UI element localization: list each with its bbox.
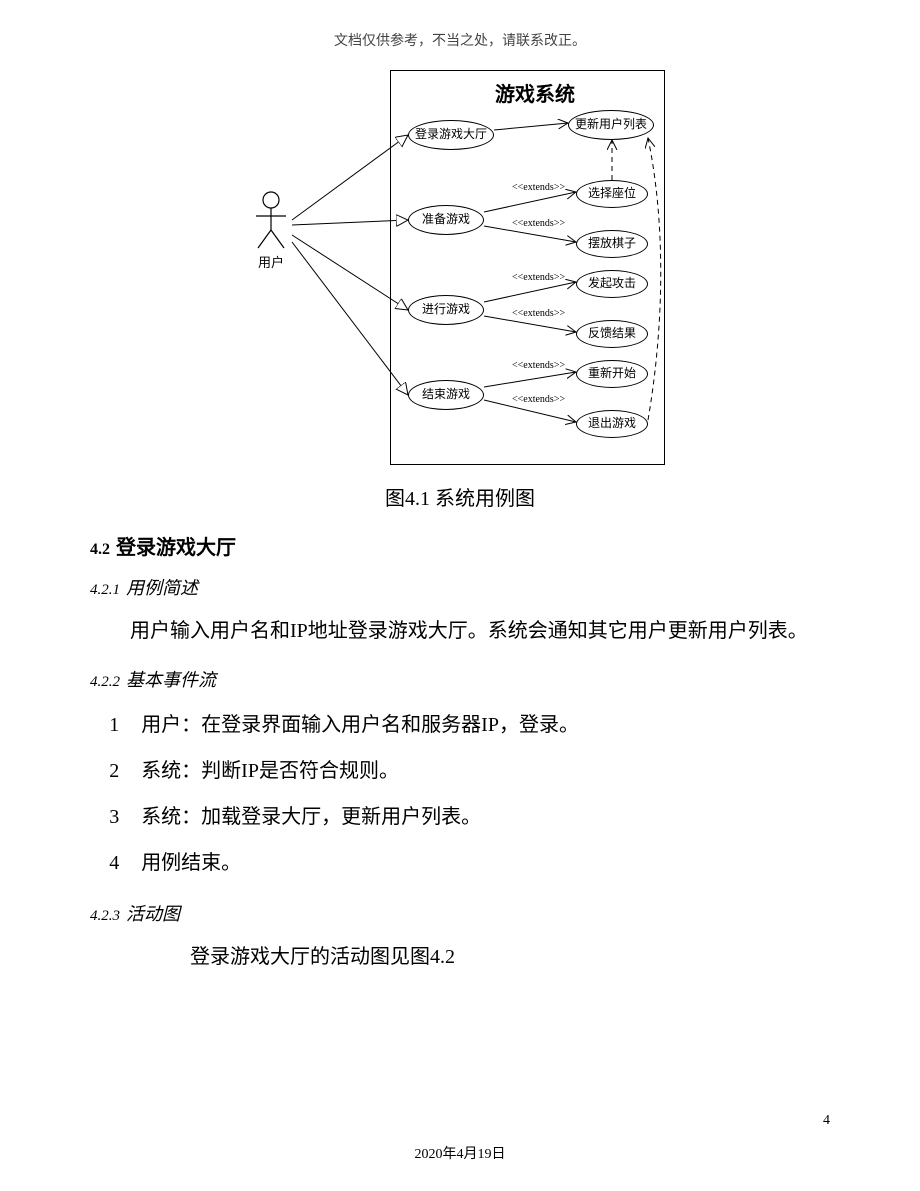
footer-date: 2020年4月19日 <box>0 1143 920 1163</box>
usecase-place_piece: 摆放棋子 <box>576 230 648 258</box>
heading-text: 活动图 <box>126 904 180 924</box>
event-flow-item: 系统：判断IP是否符合规则。 <box>141 748 830 794</box>
event-flow-item: 系统：加载登录大厅，更新用户列表。 <box>141 794 830 840</box>
usecase-exit: 退出游戏 <box>576 410 648 438</box>
actor-label: 用户 <box>250 252 292 271</box>
usecase-attack: 发起攻击 <box>576 270 648 298</box>
stereotype-label: <<extends>> <box>512 360 565 371</box>
event-flow-item: 用例结束。 <box>141 840 830 886</box>
usecase-play: 进行游戏 <box>408 295 484 325</box>
event-flow-item: 用户：在登录界面输入用户名和服务器IP，登录。 <box>141 702 830 748</box>
heading-4-2-3: 4.2.3 活动图 <box>90 900 830 926</box>
heading-4-2-1: 4.2.1 用例简述 <box>90 574 830 600</box>
paragraph-activity-ref: 登录游戏大厅的活动图见图4.2 <box>90 936 830 978</box>
heading-number: 4.2 <box>90 541 110 558</box>
heading-text: 登录游戏大厅 <box>116 537 236 559</box>
uml-canvas: 游戏系统 用户 <box>250 60 670 470</box>
figure-caption: 图4.1 系统用例图 <box>90 482 830 511</box>
usecase-prepare: 准备游戏 <box>408 205 484 235</box>
stereotype-label: <<extends>> <box>512 308 565 319</box>
usecase-feedback: 反馈结果 <box>576 320 648 348</box>
usecase-update_list: 更新用户列表 <box>568 110 654 140</box>
usecase-end: 结束游戏 <box>408 380 484 410</box>
heading-number: 4.2.3 <box>90 908 120 924</box>
heading-number: 4.2.1 <box>90 582 120 598</box>
usecase-login: 登录游戏大厅 <box>408 120 494 150</box>
document-page: 文档仅供参考，不当之处，请联系改正。 游戏系统 用户 <box>0 0 920 1191</box>
usecase-restart: 重新开始 <box>576 360 648 388</box>
usecase-choose_seat: 选择座位 <box>576 180 648 208</box>
page-number: 4 <box>823 1113 830 1129</box>
heading-number: 4.2.2 <box>90 674 120 690</box>
stereotype-label: <<extends>> <box>512 272 565 283</box>
stereotype-label: <<extends>> <box>512 394 565 405</box>
heading-text: 基本事件流 <box>126 670 216 690</box>
system-title: 游戏系统 <box>495 78 575 107</box>
stereotype-label: <<extends>> <box>512 182 565 193</box>
heading-4-2: 4.2 登录游戏大厅 <box>90 531 830 560</box>
heading-text: 用例简述 <box>126 578 198 598</box>
stereotype-label: <<extends>> <box>512 218 565 229</box>
heading-4-2-2: 4.2.2 基本事件流 <box>90 666 830 692</box>
header-note: 文档仅供参考，不当之处，请联系改正。 <box>90 30 830 50</box>
event-flow-list: 用户：在登录界面输入用户名和服务器IP，登录。系统：判断IP是否符合规则。系统：… <box>90 702 830 886</box>
paragraph-use-case-brief: 用户输入用户名和IP地址登录游戏大厅。系统会通知其它用户更新用户列表。 <box>90 610 830 652</box>
actor-user: 用户 <box>250 190 292 271</box>
use-case-diagram: 游戏系统 用户 <box>250 60 670 470</box>
